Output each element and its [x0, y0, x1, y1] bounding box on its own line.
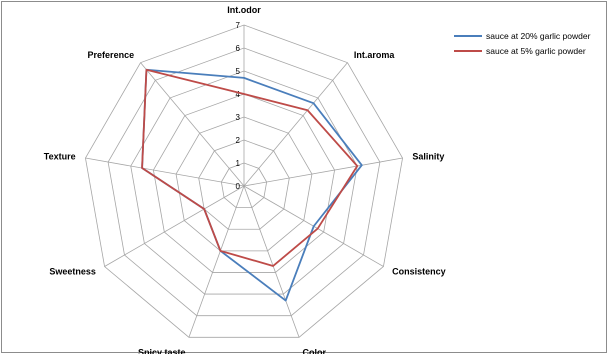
spoke-6 [104, 185, 245, 267]
axis-label-int-aroma: Int.aroma [354, 50, 396, 60]
legend-item-1: sauce at 20% garlic powder [454, 28, 590, 43]
grid-ring-5 [130, 70, 358, 295]
axis-label-salinity: Salinity [412, 151, 444, 161]
spoke-2 [243, 157, 403, 187]
tick-label-0: 0 [236, 182, 241, 191]
axis-label-texture: Texture [44, 151, 76, 161]
legend-label-2: sauce at 5% garlic powder [486, 45, 586, 56]
grid-ring-3 [175, 116, 313, 252]
tick-label-3: 3 [236, 113, 241, 122]
tick-label-4: 4 [236, 90, 241, 99]
spoke-8 [140, 62, 245, 187]
axis-label-consistency: Consistency [392, 267, 446, 277]
spoke-4 [243, 185, 300, 338]
series-line-2 [141, 68, 359, 267]
axis-label-spicy-taste: Spicy taste [138, 348, 186, 354]
legend-swatch-2 [454, 49, 482, 52]
axis-label-int-odor: Int.odor [227, 5, 261, 15]
grid-ring-4 [152, 93, 336, 273]
grid-ring-2 [198, 139, 290, 230]
spoke-7 [85, 157, 245, 187]
axis-label-color: Color [302, 348, 326, 354]
tick-label-2: 2 [236, 136, 241, 145]
legend-swatch-1 [454, 34, 482, 37]
grid-ring-1 [220, 162, 268, 209]
legend: sauce at 20% garlic powder sauce at 5% ga… [454, 28, 590, 58]
tick-label-1: 1 [236, 159, 241, 168]
grid-ring-7 [85, 24, 403, 338]
axis-label-preference: Preference [88, 50, 135, 60]
tick-label-6: 6 [236, 44, 241, 53]
axis-label-sweetness: Sweetness [49, 267, 96, 277]
spoke-1 [243, 62, 348, 187]
tick-label-5: 5 [236, 67, 241, 76]
spoke-5 [188, 185, 245, 338]
tick-label-7: 7 [236, 21, 241, 30]
grid-ring-6 [107, 47, 381, 317]
legend-label-1: sauce at 20% garlic powder [486, 30, 591, 41]
legend-item-2: sauce at 5% garlic powder [454, 43, 590, 58]
